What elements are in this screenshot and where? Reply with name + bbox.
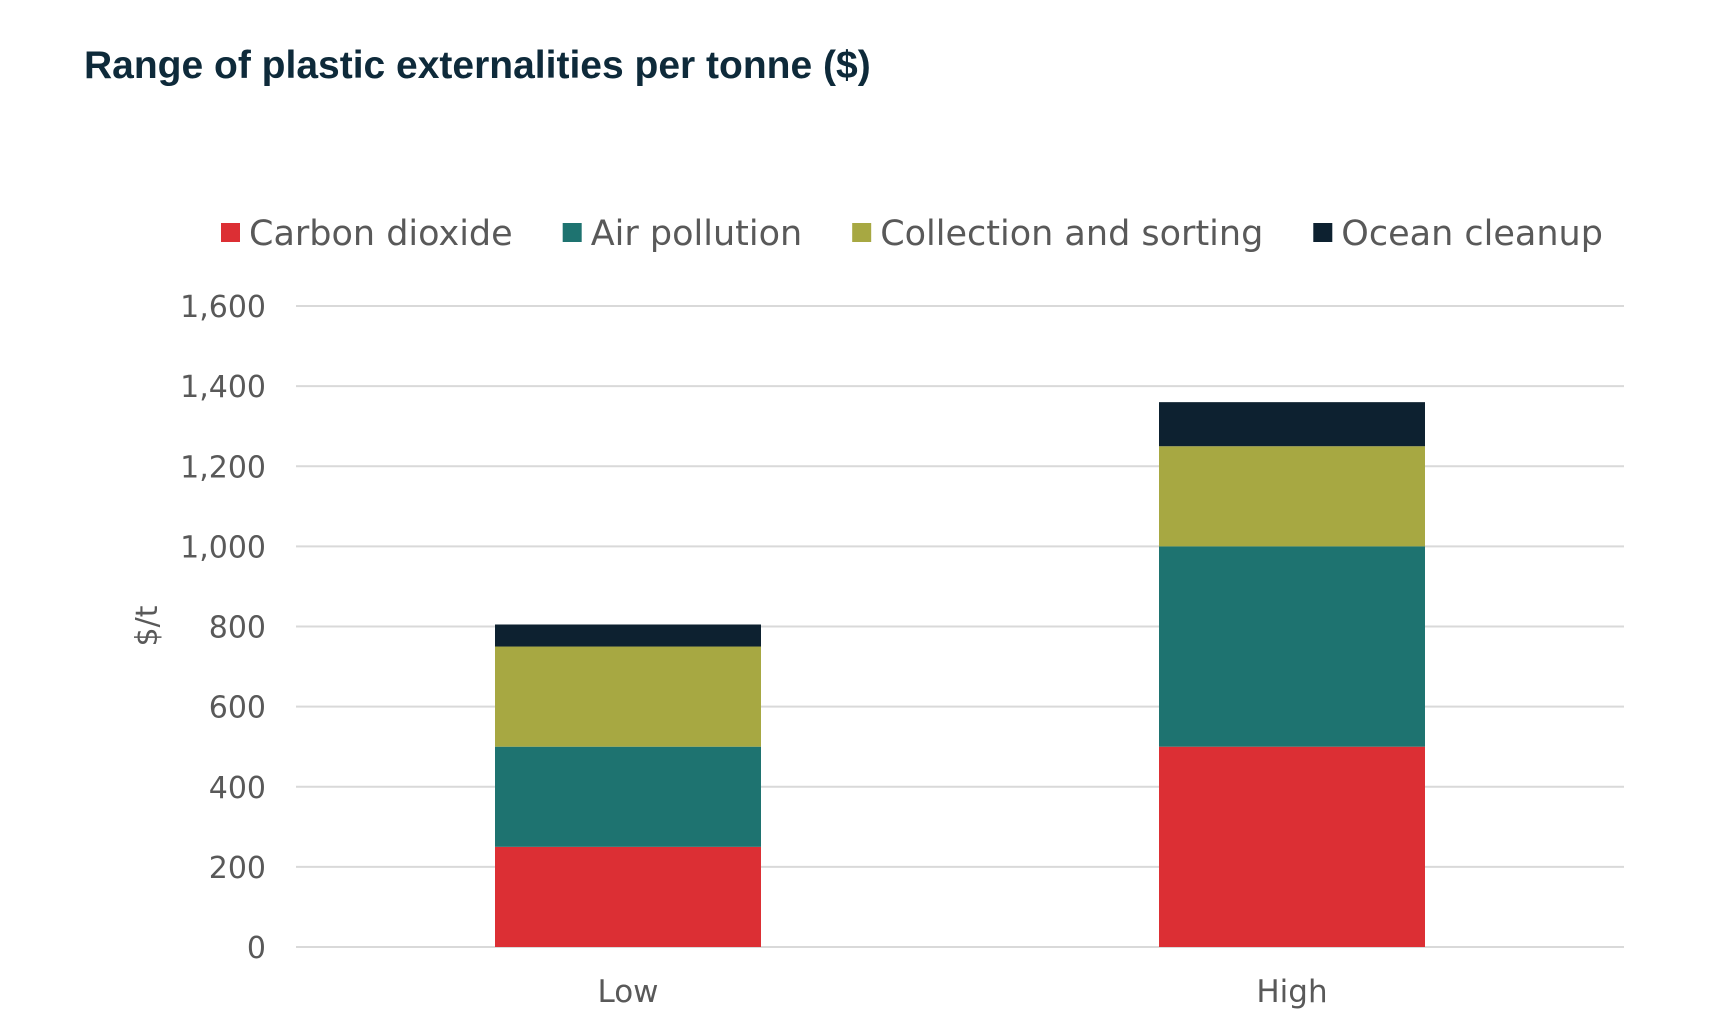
legend-swatch (852, 223, 872, 242)
y-tick-label: 400 (209, 771, 266, 806)
bar-stacks (495, 402, 1425, 947)
bar-segment-collection-and-sorting-high (1159, 446, 1425, 547)
y-tick-label: 200 (209, 851, 266, 886)
legend-label: Collection and sorting (880, 214, 1263, 254)
bar-segment-air-pollution-low (495, 746, 761, 847)
y-tick-label: 0 (247, 931, 266, 966)
y-tick-label: 600 (209, 691, 266, 726)
legend-label: Carbon dioxide (249, 214, 513, 254)
y-tick-label: 1,600 (180, 290, 266, 325)
y-axis-ticks: 0 200 400 600 800 1,000 1,200 1,400 1,600 (180, 290, 266, 966)
bar-segment-carbon-dioxide-high (1159, 746, 1425, 947)
chart-legend: Carbon dioxide Air pollution Collection an… (221, 214, 1603, 254)
y-tick-label: 1,000 (180, 530, 266, 565)
y-tick-label: 1,200 (180, 450, 266, 485)
legend-swatch (1313, 223, 1333, 242)
legend-swatch (221, 223, 240, 242)
y-tick-label: 800 (209, 611, 266, 646)
x-axis-labels: Low High (597, 974, 1327, 1010)
x-category-label: Low (597, 974, 658, 1010)
chart-title: Range of plastic externalities per tonne… (84, 44, 871, 87)
y-tick-label: 1,400 (180, 370, 266, 405)
bar-segment-collection-and-sorting-low (495, 646, 761, 747)
x-category-label: High (1256, 974, 1327, 1010)
bar-segment-ocean-cleanup-high (1159, 402, 1425, 447)
bar-segment-air-pollution-high (1159, 546, 1425, 747)
bar-segment-ocean-cleanup-low (495, 624, 761, 647)
legend-label: Ocean cleanup (1341, 214, 1603, 254)
legend-swatch (562, 223, 582, 242)
y-axis-label: $/t (130, 605, 165, 646)
legend-label: Air pollution (591, 214, 803, 254)
bar-segment-carbon-dioxide-low (495, 846, 761, 947)
